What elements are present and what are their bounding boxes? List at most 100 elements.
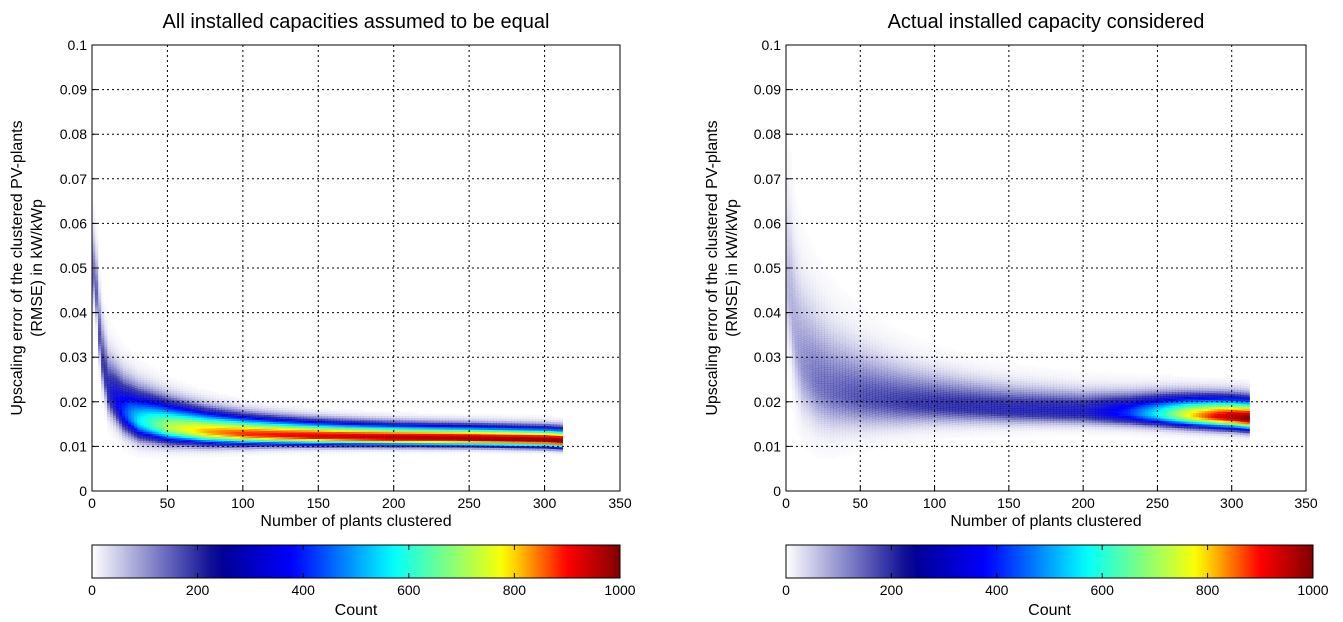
heatmap-cell [107, 346, 111, 350]
heatmap-cell [146, 369, 150, 372]
heatmap-cell [137, 442, 141, 446]
heatmap-cell [411, 442, 416, 446]
heatmap-cell [185, 446, 189, 450]
heatmap-cell [254, 422, 259, 425]
heatmap-cell [797, 239, 802, 243]
heatmap-cell [544, 441, 548, 445]
heatmap-cell [803, 244, 808, 248]
heatmap-cell [523, 439, 527, 442]
heatmap-cell [152, 433, 156, 437]
heatmap-cell [218, 418, 222, 422]
heatmap-cell [194, 404, 198, 407]
heatmap-cell [276, 446, 280, 449]
heatmap-cell [197, 412, 201, 416]
heatmap-cell [245, 442, 250, 445]
heatmap-cell [251, 415, 256, 418]
heatmap-cell [789, 239, 793, 242]
heatmap-cell [402, 422, 407, 426]
heatmap-cell [98, 372, 102, 375]
heatmap-cell [786, 140, 790, 143]
heatmap-cell [104, 405, 108, 408]
heatmap-cell [107, 335, 111, 339]
heatmap-cell [800, 263, 805, 266]
heatmap-cell [95, 315, 99, 319]
heatmap-cell [309, 429, 313, 433]
heatmap-cell [547, 415, 551, 418]
heatmap-cell [116, 398, 120, 401]
heatmap-cell [257, 408, 262, 412]
heatmap-cell [321, 425, 325, 428]
heatmap-cell [806, 341, 811, 345]
heatmap-cell [300, 443, 304, 446]
heatmap-cell [224, 449, 229, 453]
heatmap-cell [318, 429, 322, 433]
heatmap-cell [797, 302, 802, 305]
heatmap-cell [806, 404, 811, 407]
heatmap-cell [279, 439, 283, 442]
heatmap-cell [173, 378, 177, 381]
heatmap-cell [324, 409, 328, 413]
heatmap-cell [806, 234, 811, 238]
heatmap-cell [487, 449, 491, 453]
heatmap-cell [98, 274, 102, 277]
heatmap-cell [797, 297, 802, 301]
heatmap-cell [128, 424, 132, 427]
heatmap-cell [806, 252, 811, 255]
heatmap-cell [197, 426, 201, 429]
heatmap-cell [791, 392, 796, 396]
heatmap-cell [227, 440, 232, 444]
heatmap-cell [532, 425, 536, 429]
heatmap-cell [800, 236, 805, 240]
heatmap-cell [445, 451, 449, 455]
heatmap-cell [333, 429, 337, 433]
heatmap-cell [251, 444, 256, 447]
heatmap-cell [366, 418, 370, 421]
heatmap-cell [789, 261, 793, 265]
heatmap-cell [312, 440, 316, 444]
heatmap-cell [532, 448, 536, 451]
heatmap-cell [239, 451, 244, 455]
heatmap-cell [128, 366, 132, 369]
heatmap-cell [125, 423, 129, 426]
heatmap-cell [529, 437, 533, 440]
heatmap-cell [411, 429, 416, 432]
heatmap-cell [556, 424, 560, 427]
heatmap-cell [137, 416, 141, 419]
heatmap-cell [794, 242, 799, 246]
heatmap-cell [116, 367, 120, 370]
heatmap-cell [396, 427, 400, 430]
heatmap-cell [423, 442, 428, 446]
heatmap-cell [423, 429, 428, 432]
heatmap-cell [245, 413, 250, 417]
heatmap-cell [188, 451, 192, 454]
heatmap-cell [161, 380, 165, 383]
heatmap-cell [786, 169, 790, 172]
heatmap-cell [158, 389, 162, 392]
heatmap-cell [125, 374, 129, 377]
heatmap-cell [170, 384, 174, 388]
heatmap-cell [161, 422, 165, 426]
heatmap-cell [104, 380, 108, 383]
heatmap-cell [233, 447, 238, 450]
heatmap-cell [251, 433, 256, 436]
heatmap-cell [176, 442, 180, 445]
heatmap-cell [445, 427, 449, 430]
heatmap-cell [466, 436, 470, 439]
heatmap-cell [432, 422, 437, 426]
heatmap-cell [803, 315, 808, 319]
heatmap-cell [475, 451, 479, 455]
heatmap-cell [233, 434, 238, 437]
heatmap-cell [436, 429, 440, 432]
heatmap-cell [806, 263, 811, 267]
heatmap-cell [119, 392, 123, 395]
heatmap-cell [439, 431, 443, 435]
heatmap-cell [152, 366, 156, 370]
heatmap-cell [333, 411, 337, 415]
heatmap-cell [230, 398, 235, 401]
heatmap-cell [107, 344, 111, 348]
heatmap-cell [140, 420, 144, 423]
heatmap-cell [794, 396, 799, 400]
heatmap-cell [466, 425, 470, 428]
heatmap-cell [197, 415, 201, 418]
heatmap-cell [158, 451, 162, 455]
